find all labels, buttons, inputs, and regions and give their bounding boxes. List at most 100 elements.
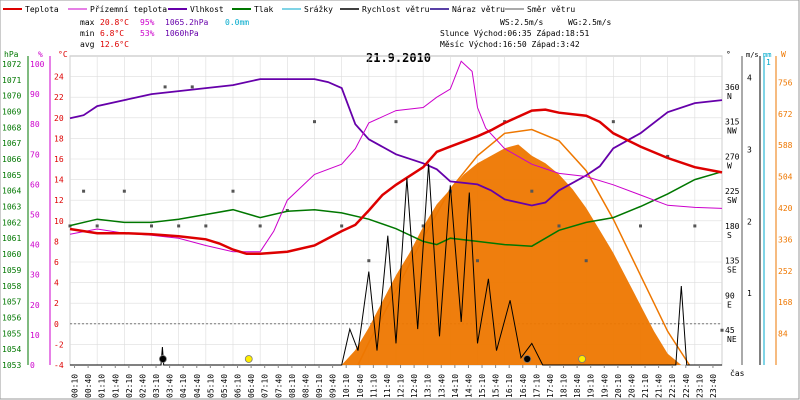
x-tick-label: 04:40 — [193, 374, 202, 398]
x-tick-label: 10:10 — [342, 374, 351, 398]
pct-tick-label: 40 — [30, 241, 40, 250]
x-axis: 00:10 00:40 01:10 01:40 02:10 02:40 03:10 03:40… — [71, 365, 718, 398]
x-tick-label: 07:10 — [261, 374, 270, 398]
pct-tick-label: 0 — [30, 361, 35, 370]
stats-ws: WS:2.5m/s — [500, 18, 544, 27]
wind-dir-point — [557, 224, 561, 228]
temp-tick-label: 20 — [54, 114, 64, 123]
dir-tick-value: 45 — [725, 326, 735, 335]
temp-tick-label: 16 — [54, 155, 64, 164]
x-tick-label: 23:10 — [695, 374, 704, 398]
axis-hpa-label: hPa — [4, 50, 19, 59]
wind-dir-point — [611, 120, 615, 124]
wind-dir-point — [720, 328, 724, 332]
stats-min-hum: 53% — [140, 29, 155, 38]
wm2-tick-label: 672 — [778, 110, 793, 119]
x-tick-label: 03:10 — [152, 374, 161, 398]
wind-dir-point — [204, 224, 208, 228]
wind-dir-point — [394, 120, 398, 124]
hpa-tick-label: 1060 — [2, 250, 21, 259]
ms-tick-label: 2 — [747, 217, 752, 226]
axis-dir-label: ° — [726, 50, 731, 59]
stats-moon: Měsíc Východ:16:50 Západ:3:42 — [440, 40, 580, 49]
plot-area — [68, 60, 724, 366]
legend-label-srazky: Srážky — [304, 5, 333, 14]
x-tick-label: 01:10 — [98, 374, 107, 398]
temp-tick-label: 2 — [54, 299, 59, 308]
pct-tick-label: 100 — [30, 60, 45, 69]
x-tick-label: 13:40 — [437, 374, 446, 398]
temp-tick-label: 24 — [54, 73, 64, 82]
temp-tick-label: 18 — [54, 134, 64, 143]
wind-dir-point — [163, 85, 167, 89]
wm2-tick-label: 84 — [778, 330, 788, 339]
temp-tick-label: 12 — [54, 196, 64, 205]
stats-wg: WG:2.5m/s — [568, 18, 612, 27]
temp-tick-label: 14 — [54, 176, 64, 185]
temp-tick-label: 4 — [54, 279, 59, 288]
hpa-tick-label: 1066 — [2, 155, 21, 164]
wind-dir-point — [258, 224, 262, 228]
x-tick-label: 05:40 — [220, 374, 229, 398]
wm2-tick-label: 252 — [778, 267, 793, 276]
sunrise-marker — [244, 355, 253, 363]
wind-dir-point — [530, 189, 534, 193]
x-tick-label: 16:10 — [505, 374, 514, 398]
x-tick-label: 04:10 — [179, 374, 188, 398]
dir-tick-compass: N — [727, 92, 732, 101]
axis-wm2-label: W — [781, 50, 786, 59]
x-tick-label: 08:10 — [288, 374, 297, 398]
x-tick-label: 16:40 — [519, 374, 528, 398]
x-tick-label: 05:10 — [206, 374, 215, 398]
x-tick-label: 20:10 — [614, 374, 623, 398]
hpa-tick-label: 1059 — [2, 266, 21, 275]
x-tick-label: 11:40 — [383, 374, 392, 398]
x-tick-label: 21:40 — [655, 374, 664, 398]
x-tick-label: 17:10 — [532, 374, 541, 398]
x-tick-label: 23:40 — [709, 374, 718, 398]
moonrise-marker — [523, 355, 532, 363]
stats-avg-temp: 12.6°C — [100, 40, 129, 49]
hpa-tick-label: 1067 — [2, 139, 21, 148]
x-tick-label: 13:10 — [424, 374, 433, 398]
pct-tick-label: 20 — [30, 301, 40, 310]
dir-tick-value: 90 — [725, 291, 735, 300]
x-tick-label: 15:40 — [492, 374, 501, 398]
x-tick-label: 07:40 — [274, 374, 283, 398]
hpa-tick-label: 1069 — [2, 107, 21, 116]
stats-avg-label: avg — [80, 40, 95, 49]
wind-dir-point — [285, 209, 289, 212]
x-tick-label: 00:10 — [71, 374, 80, 398]
hpa-tick-label: 1062 — [2, 218, 21, 227]
wind-dir-point — [82, 189, 86, 193]
temp-tick-label: 6 — [54, 258, 59, 267]
x-tick-label: 02:40 — [138, 374, 147, 398]
stats-max-label: max — [80, 18, 95, 27]
hpa-tick-label: 1058 — [2, 282, 21, 291]
x-tick-label: 11:10 — [369, 374, 378, 398]
legend-label-naraz: Náraz větru — [452, 5, 505, 14]
wm2-tick-label: 420 — [778, 204, 793, 213]
wm2-tick-label: 336 — [778, 235, 793, 244]
axis-ms-label: m/s — [746, 51, 759, 59]
x-tick-label: 12:40 — [410, 374, 419, 398]
pressure-line — [69, 170, 723, 247]
solar-area — [341, 144, 682, 365]
pct-tick-label: 50 — [30, 211, 40, 220]
dir-tick-compass: E — [727, 300, 732, 309]
axis-mm-label: mm — [763, 51, 771, 59]
hpa-tick-label: 1057 — [2, 298, 21, 307]
x-tick-label: 06:40 — [247, 374, 256, 398]
temp-tick-label: -4 — [54, 361, 64, 370]
hpa-tick-label: 1072 — [2, 60, 21, 69]
ground-temperature-line — [69, 60, 723, 253]
wind-dir-point — [122, 189, 126, 193]
x-tick-label: 21:10 — [641, 374, 650, 398]
dir-tick-value: 225 — [725, 187, 740, 196]
pct-tick-label: 10 — [30, 331, 40, 340]
x-tick-label: 18:40 — [573, 374, 582, 398]
wind-dir-point — [367, 259, 371, 263]
wind-dir-point — [584, 259, 588, 263]
wind-speed-line — [70, 163, 722, 366]
dir-tick-value: 180 — [725, 222, 740, 231]
